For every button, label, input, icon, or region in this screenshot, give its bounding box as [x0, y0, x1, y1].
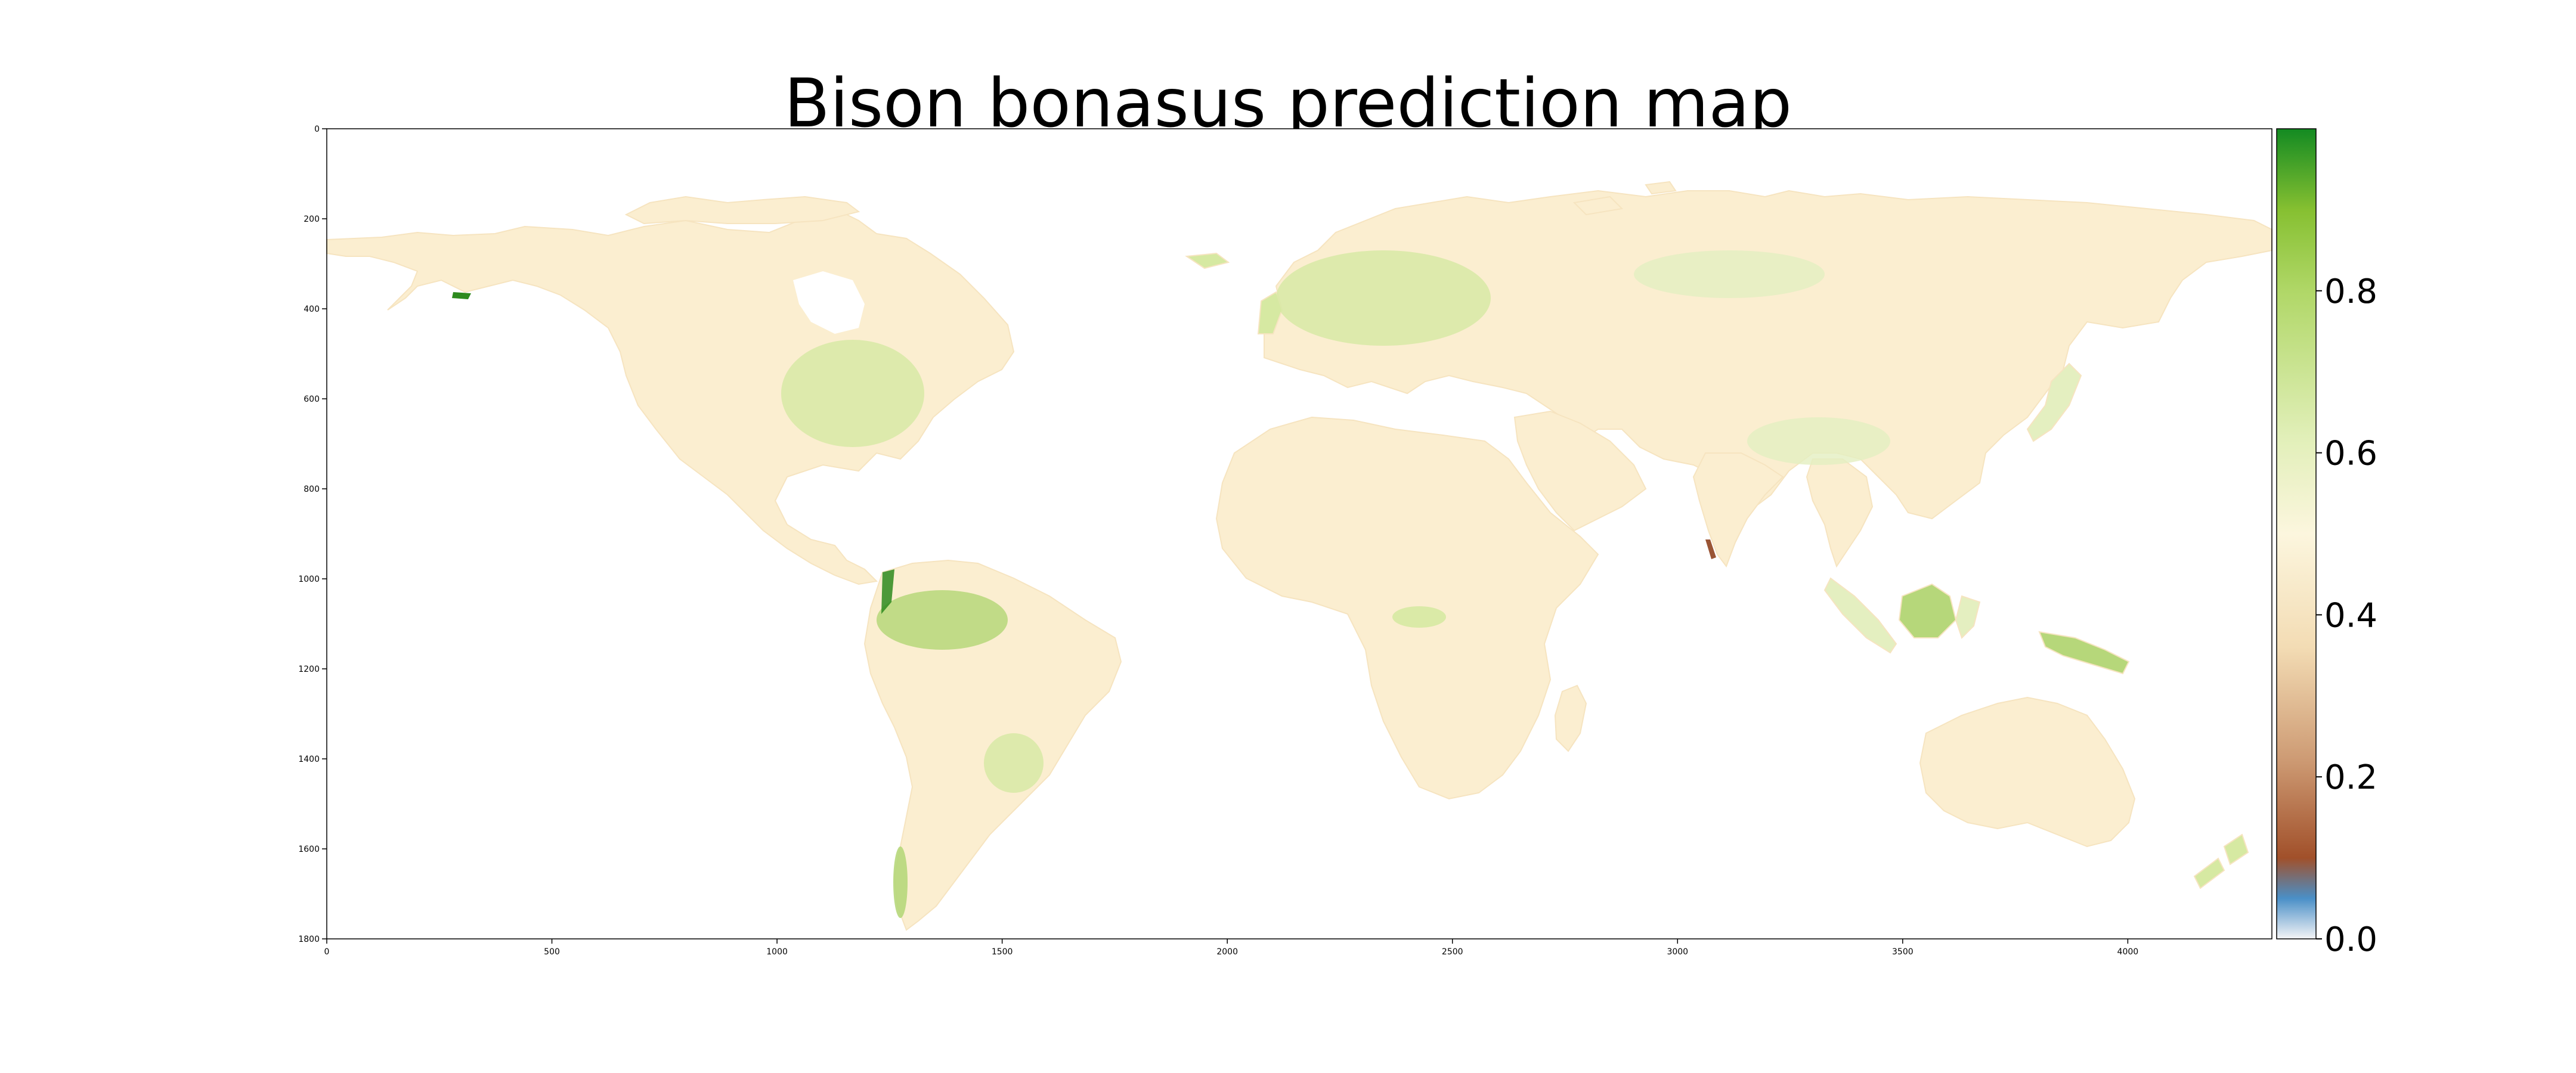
landmass-arabia [1513, 410, 1647, 532]
landmass-new-guinea [2038, 631, 2130, 675]
highlight-china [1747, 417, 1890, 465]
colorbar-tick-label: 0.0 [2324, 920, 2377, 959]
colorbar-ticks: 0.0 0.2 0.4 0.6 0.8 [2316, 272, 2377, 959]
colorbar-tick-label: 0.8 [2324, 272, 2377, 311]
y-tick-label: 0 [314, 125, 320, 134]
highlight-andes [881, 569, 894, 614]
x-tick-label: 0 [324, 947, 330, 957]
landmass-borneo [1898, 583, 1957, 638]
colorbar-tick-label: 0.6 [2324, 435, 2377, 473]
x-tick-label: 2000 [1216, 947, 1238, 957]
y-tick-label: 1600 [298, 845, 320, 854]
landmass-uk [1257, 291, 1283, 334]
y-tick-label: 400 [304, 305, 320, 314]
highlight-amazon [877, 590, 1008, 650]
highlight-siberia [1634, 250, 1825, 298]
y-tick-label: 200 [304, 215, 320, 224]
y-tick-label: 1200 [298, 665, 320, 674]
x-tick-label: 1000 [766, 947, 788, 957]
colorbar: 0.0 0.2 0.4 0.6 0.8 [2276, 128, 2377, 959]
y-tick-label: 600 [304, 395, 320, 404]
landmass-greenland [1008, 164, 1222, 298]
landmass-indochina [1806, 458, 1874, 568]
landmass-madagascar [1554, 684, 1587, 752]
y-tick-label: 1800 [298, 935, 320, 944]
x-axis: 0 500 1000 1500 2000 2500 3000 3500 4000 [324, 939, 2139, 957]
colorbar-tick-label: 0.2 [2324, 758, 2377, 797]
highlight-chile [893, 846, 908, 918]
heatmap [326, 128, 2272, 939]
landmass-iceland [1185, 252, 1230, 269]
landmass-eurasia [1264, 190, 2272, 520]
highlight-alaska [452, 292, 471, 299]
suitability-highlights [452, 250, 1890, 918]
colorbar-gradient [2276, 128, 2317, 939]
landmass-new-zealand [2193, 833, 2249, 889]
y-axis: 0 200 400 600 800 1000 1200 1400 1600 1800 [298, 125, 327, 944]
highlight-eastern-na [781, 340, 924, 447]
landmass-sumatra [1823, 577, 1897, 654]
landmass-japan [2026, 362, 2082, 442]
landmass-arctic-islands [624, 196, 860, 225]
y-tick-label: 1000 [298, 575, 320, 584]
x-tick-label: 500 [544, 947, 560, 957]
highlight-south-brazil [984, 733, 1044, 793]
x-tick-label: 3500 [1892, 947, 1914, 957]
y-tick-label: 800 [304, 485, 320, 494]
hudson-bay [793, 271, 865, 334]
highlight-central-africa [1392, 606, 1446, 628]
x-tick-label: 4000 [2117, 947, 2139, 957]
heatmap-frame [326, 128, 2272, 939]
landmass-svalbard [1572, 181, 1677, 216]
x-tick-label: 1500 [992, 947, 1013, 957]
x-tick-label: 3000 [1667, 947, 1688, 957]
y-tick-label: 1400 [298, 755, 320, 764]
landmass-indonesia-east [1955, 595, 1981, 639]
x-tick-label: 2500 [1442, 947, 1463, 957]
highlight-western-ghats [1705, 539, 1716, 559]
landmass-australia [1919, 696, 2136, 848]
highlight-europe [1276, 250, 1491, 346]
landmass-india [1692, 452, 1784, 568]
colorbar-tick-label: 0.4 [2324, 596, 2377, 635]
